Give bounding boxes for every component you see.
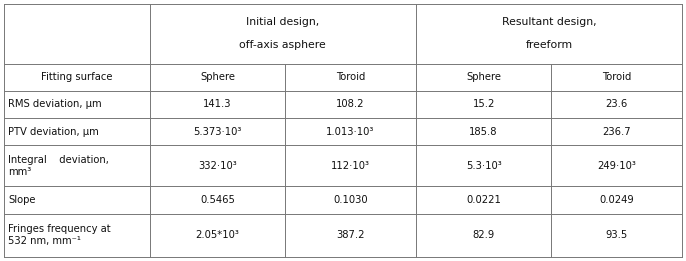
Text: 1.013·10³: 1.013·10³ — [327, 127, 375, 137]
Text: Fringes frequency at
532 nm, mm⁻¹: Fringes frequency at 532 nm, mm⁻¹ — [8, 224, 110, 246]
Text: Integral    deviation,
mm³: Integral deviation, mm³ — [8, 155, 109, 177]
Text: 0.0221: 0.0221 — [466, 195, 501, 205]
Text: PTV deviation, μm: PTV deviation, μm — [8, 127, 99, 137]
Text: 2.05*10³: 2.05*10³ — [196, 230, 239, 240]
Text: 93.5: 93.5 — [606, 230, 628, 240]
Text: Sphere: Sphere — [200, 72, 235, 82]
Text: 23.6: 23.6 — [606, 99, 628, 109]
Text: 108.2: 108.2 — [336, 99, 365, 109]
Text: 141.3: 141.3 — [203, 99, 232, 109]
Text: 82.9: 82.9 — [473, 230, 495, 240]
Text: Slope: Slope — [8, 195, 36, 205]
Text: 5.373·10³: 5.373·10³ — [193, 127, 241, 137]
Text: RMS deviation, μm: RMS deviation, μm — [8, 99, 102, 109]
Text: 0.0249: 0.0249 — [600, 195, 634, 205]
Text: Sphere: Sphere — [466, 72, 501, 82]
Text: 185.8: 185.8 — [469, 127, 498, 137]
Text: 112·10³: 112·10³ — [331, 161, 370, 171]
Text: Resultant design,

freeform: Resultant design, freeform — [501, 17, 596, 50]
Text: 387.2: 387.2 — [336, 230, 365, 240]
Text: Fitting surface: Fitting surface — [41, 72, 113, 82]
Text: Toroid: Toroid — [336, 72, 365, 82]
Text: Toroid: Toroid — [602, 72, 631, 82]
Text: Initial design,

off-axis asphere: Initial design, off-axis asphere — [239, 17, 326, 50]
Text: 332·10³: 332·10³ — [198, 161, 237, 171]
Text: 15.2: 15.2 — [473, 99, 495, 109]
Text: 0.5465: 0.5465 — [200, 195, 235, 205]
Text: 0.1030: 0.1030 — [333, 195, 368, 205]
Text: 5.3·10³: 5.3·10³ — [466, 161, 501, 171]
Text: 249·10³: 249·10³ — [598, 161, 636, 171]
Text: 236.7: 236.7 — [602, 127, 631, 137]
